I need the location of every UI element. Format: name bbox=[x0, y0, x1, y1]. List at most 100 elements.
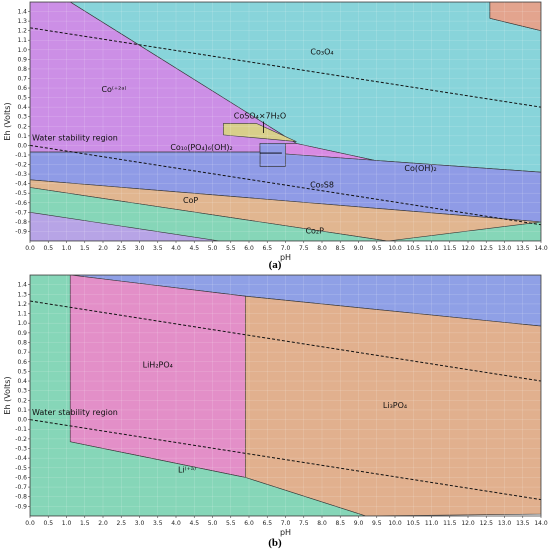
x-tick-label: 0.0 bbox=[25, 245, 35, 252]
plot-area: Co₃O₄ Co⁽⁺²ᵃ⁾ Co(OH)₂ Co₁₀(PO₄)₆(OH)₂ Co₉S8 C… bbox=[30, 2, 541, 241]
y-tick-label: -0.2 bbox=[15, 436, 27, 443]
y-axis-label: Eh (Volts) bbox=[3, 102, 12, 140]
y-tick-label: 0.1 bbox=[17, 133, 27, 140]
x-tick-label: 1.0 bbox=[62, 245, 72, 252]
water-stability-line-0 bbox=[30, 300, 541, 382]
y-tick-label: -0.1 bbox=[15, 426, 27, 433]
x-tick-label: 7.0 bbox=[281, 245, 291, 252]
y-axis-label: Eh (Volts) bbox=[3, 376, 12, 414]
y-tick-label: 1.2 bbox=[17, 301, 27, 308]
panel-label: (a) bbox=[269, 259, 282, 271]
y-tick-label: -0.8 bbox=[15, 219, 27, 226]
x-tick-label: 14.0 bbox=[534, 245, 548, 252]
y-tick-label: 0.2 bbox=[17, 397, 27, 404]
x-tick-label: 1.5 bbox=[80, 520, 90, 527]
x-tick-label: 9.5 bbox=[372, 245, 382, 252]
y-tick-label: -0.3 bbox=[15, 446, 27, 453]
y-tick-label: 1.2 bbox=[17, 28, 27, 35]
y-tick-label: 0.8 bbox=[17, 66, 27, 73]
region-unlabeled-8 bbox=[387, 221, 541, 241]
plot-area: LiH₂PO₄ Li₃PO₄ Li⁽⁺ᵃ⁾ Water stability regio… bbox=[30, 275, 541, 516]
x-tick-label: 10.0 bbox=[388, 245, 402, 252]
x-tick-label: 12.5 bbox=[480, 520, 494, 527]
y-tick-label: 0.0 bbox=[17, 142, 27, 149]
x-tick-label: 8.5 bbox=[335, 520, 345, 527]
region-label: CoP bbox=[183, 196, 198, 205]
panel-label: (b) bbox=[268, 537, 282, 549]
x-tick-label: 4.5 bbox=[189, 245, 199, 252]
region-label: Co(OH)₂ bbox=[404, 164, 436, 173]
x-tick-label: 10.0 bbox=[388, 520, 402, 527]
region-label: Li⁽⁺ᵃ⁾ bbox=[178, 466, 196, 475]
x-tick-label: 13.0 bbox=[498, 245, 512, 252]
x-tick-label: 2.0 bbox=[98, 245, 108, 252]
region-labeled-6 bbox=[30, 179, 541, 241]
x-tick-label: 3.5 bbox=[153, 245, 163, 252]
x-tick-label: 6.0 bbox=[244, 245, 254, 252]
x-tick-label: 5.0 bbox=[208, 520, 218, 527]
region-label: Li₃PO₄ bbox=[383, 401, 407, 410]
x-tick-label: 7.0 bbox=[281, 520, 291, 527]
y-tick-label: 1.1 bbox=[17, 37, 27, 44]
y-tick-label: -0.2 bbox=[15, 162, 27, 169]
y-tick-label: 0.7 bbox=[17, 75, 27, 82]
y-tick-label: 0.3 bbox=[17, 388, 27, 395]
region-label: LiH₂PO₄ bbox=[143, 361, 173, 370]
x-tick-label: 2.0 bbox=[98, 520, 108, 527]
y-tick-label: -0.8 bbox=[15, 494, 27, 501]
y-tick-label: 0.9 bbox=[17, 56, 27, 63]
y-tick-label: 1.0 bbox=[17, 47, 27, 54]
x-tick-label: 12.0 bbox=[461, 245, 475, 252]
x-tick-label: 1.0 bbox=[62, 520, 72, 527]
y-tick-label: -0.6 bbox=[15, 474, 27, 481]
x-tick-label: 3.0 bbox=[135, 520, 145, 527]
x-tick-label: 9.0 bbox=[354, 245, 364, 252]
x-tick-label: 8.0 bbox=[317, 245, 327, 252]
y-tick-label: -0.7 bbox=[15, 484, 27, 491]
y-tick-label: 1.3 bbox=[17, 291, 27, 298]
x-tick-label: 1.5 bbox=[80, 245, 90, 252]
y-tick-label: -0.4 bbox=[15, 455, 27, 462]
x-tick-label: 4.5 bbox=[189, 520, 199, 527]
x-tick-label: 8.0 bbox=[317, 520, 327, 527]
region-label: Co₂P bbox=[305, 226, 324, 235]
region-unlabeled-9 bbox=[30, 211, 220, 241]
x-tick-label: 0.0 bbox=[25, 520, 35, 527]
x-tick-label: 5.5 bbox=[226, 520, 236, 527]
y-tick-label: 0.1 bbox=[17, 407, 27, 414]
y-tick-label: 0.2 bbox=[17, 123, 27, 130]
x-tick-label: 11.5 bbox=[443, 520, 457, 527]
y-tick-label: 1.4 bbox=[17, 9, 27, 16]
y-tick-label: -0.5 bbox=[15, 465, 27, 472]
x-tick-label: 7.5 bbox=[299, 520, 309, 527]
x-tick-label: 7.5 bbox=[299, 245, 309, 252]
y-tick-label: 1.0 bbox=[17, 320, 27, 327]
water-stability-label: Water stability region bbox=[32, 408, 118, 417]
water-stability-line-1 bbox=[30, 144, 541, 226]
panel-b: LiH₂PO₄ Li₃PO₄ Li⁽⁺ᵃ⁾ Water stability regio… bbox=[3, 274, 548, 549]
y-tick-label: -0.1 bbox=[15, 152, 27, 159]
x-tick-label: 12.0 bbox=[461, 520, 475, 527]
x-tick-label: 9.0 bbox=[354, 520, 364, 527]
x-tick-label: 10.5 bbox=[407, 520, 421, 527]
x-tick-label: 5.5 bbox=[226, 245, 236, 252]
y-tick-label: 1.3 bbox=[17, 18, 27, 25]
y-tick-label: -0.9 bbox=[15, 228, 27, 235]
water-stability-label: Water stability region bbox=[32, 134, 118, 143]
y-tick-label: -0.4 bbox=[15, 181, 27, 188]
x-tick-label: 3.0 bbox=[135, 245, 145, 252]
region-labeled-2 bbox=[245, 295, 541, 516]
y-tick-label: 0.5 bbox=[17, 368, 27, 375]
x-tick-label: 9.5 bbox=[372, 520, 382, 527]
x-tick-label: 13.0 bbox=[498, 520, 512, 527]
x-tick-label: 14.0 bbox=[534, 520, 548, 527]
x-tick-label: 5.0 bbox=[208, 245, 218, 252]
y-tick-label: -0.5 bbox=[15, 190, 27, 197]
x-tick-label: 2.5 bbox=[116, 520, 126, 527]
x-tick-label: 11.0 bbox=[425, 245, 439, 252]
region-labeled-3 bbox=[30, 275, 366, 516]
y-tick-label: 1.1 bbox=[17, 311, 27, 318]
y-tick-label: -0.3 bbox=[15, 171, 27, 178]
x-tick-label: 13.5 bbox=[516, 245, 530, 252]
